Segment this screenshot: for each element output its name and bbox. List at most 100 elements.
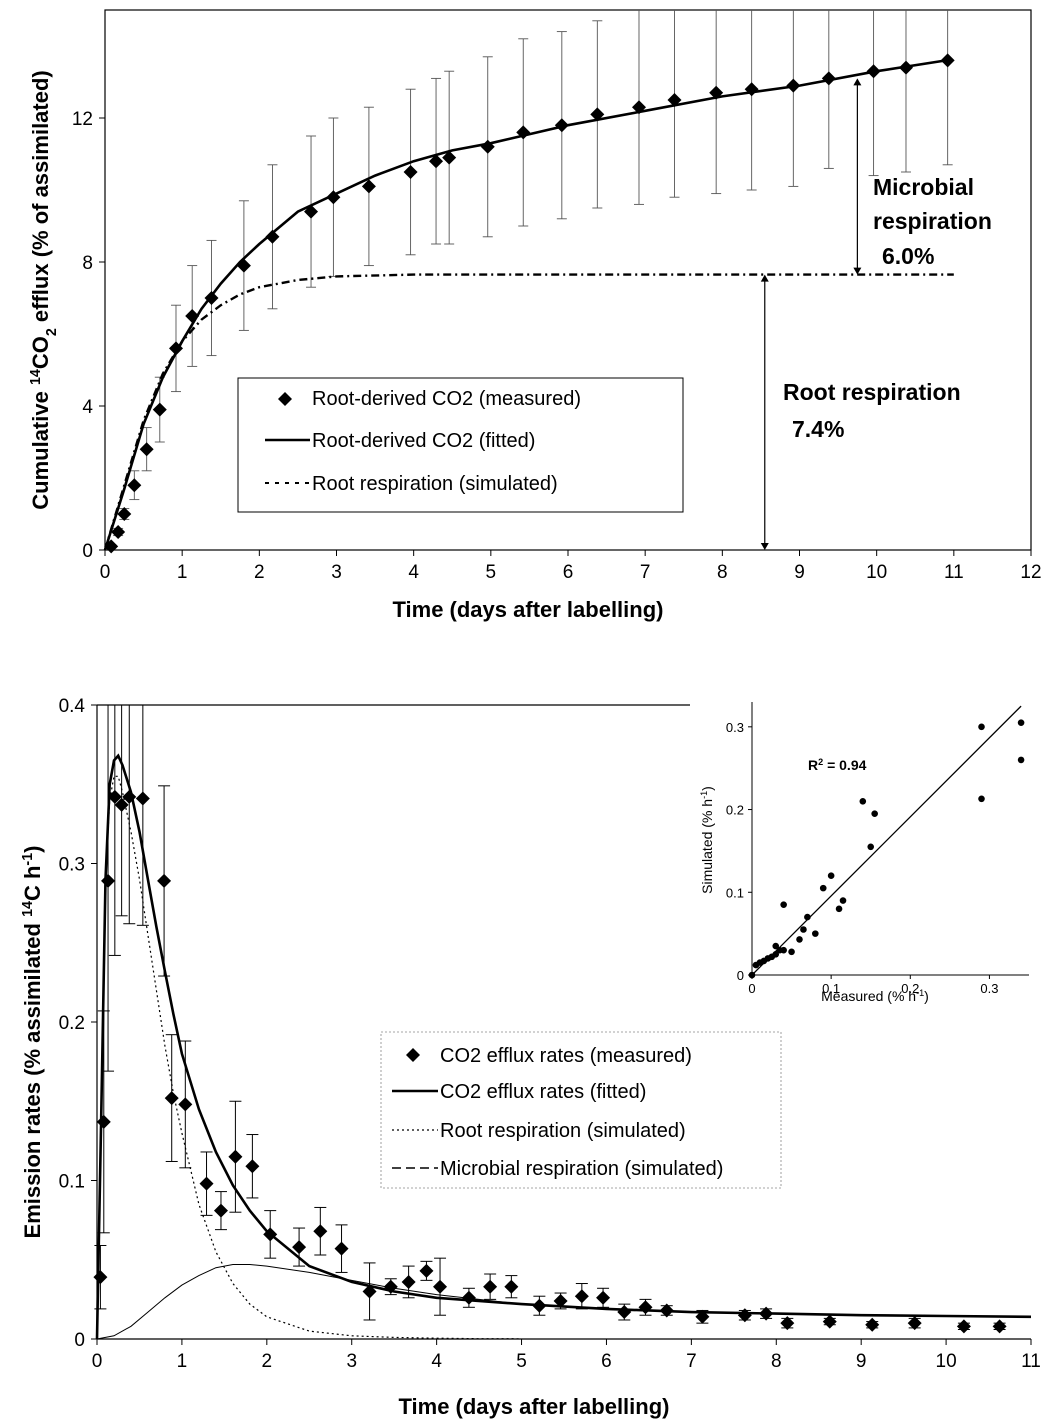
data-point-diamond [96,1114,111,1129]
y-tick-label: 0.2 [59,1013,85,1034]
inset-x-tick-label: 0.3 [980,981,998,996]
y-axis-title-part: efflux (% of assimilated) [28,70,53,328]
data-point-diamond [461,1290,476,1305]
x-axis-title: Time (days after labelling) [392,597,663,622]
y-axis-title-part: 2 [44,328,60,336]
data-point-diamond [127,478,142,493]
y-tick-label: 0.3 [59,855,85,876]
inset-point [819,884,827,892]
x-tick-label: 10 [866,562,887,583]
inset-x-tick-label: 0 [748,981,755,996]
x-tick-label: 3 [346,1351,357,1372]
legend: CO2 efflux rates (measured) CO2 efflux ra… [380,1031,782,1189]
data-point-diamond [554,118,569,133]
data-point-diamond [596,1290,611,1305]
data-point-diamond [429,154,444,169]
inset-point [839,897,847,904]
data-point-diamond [104,539,119,554]
data-point-diamond [101,873,116,888]
data-point-diamond [866,64,881,79]
data-point-diamond [744,82,759,97]
inset-y-axis-title-part: -1 [699,791,709,799]
y-tick-label: 0 [82,541,93,562]
x-tick-label: 3 [331,562,342,583]
data-point-diamond [898,60,913,75]
inset-point [800,926,807,933]
inset-point [827,872,835,880]
inset-point [780,901,787,908]
x-tick-label: 4 [431,1351,442,1372]
inset-point [859,797,867,805]
legend-label: Microbial respiration (simulated) [440,1158,723,1180]
data-point-diamond [822,1314,837,1329]
data-point-diamond [403,165,418,179]
data-point-diamond [419,1263,434,1278]
inset-x-axis-title: Measured (% h-1) [821,988,929,1004]
emission-rates-chart: 0 1 2 3 4 5 6 7 8 9 10 11 0 0.1 0.2 0.3 0.4 Time (days af… [20,696,1041,1419]
x-tick-label: 6 [601,1351,612,1372]
x-tick-label: 0 [100,562,111,583]
data-point-diamond [617,1305,632,1320]
inset-point [1017,719,1025,726]
x-tick-label: 4 [408,562,419,583]
inset-point [978,723,985,731]
x-tick-label: 2 [254,562,265,583]
inset-x-tick-label: 0.1 [822,981,840,996]
x-tick-label: 5 [516,1351,527,1372]
data-point-diamond [292,1240,307,1255]
inset-r2-label: R2 = 0.94 [808,757,867,773]
inset-y-axis-title: Simulated (% h-1) [699,786,715,894]
root-arrow-head-up [760,274,769,282]
data-point-diamond [483,1279,498,1294]
inset-point [772,951,780,958]
data-point-diamond [114,797,129,812]
y-tick-label: 0.1 [59,1172,85,1193]
x-tick-label: 0 [92,1351,103,1372]
data-point-diamond [709,85,724,100]
data-point-diamond [263,1227,278,1242]
inset-x-axis-title-part: ) [924,988,929,1004]
data-point-diamond [631,100,646,115]
legend-box [380,1031,782,1189]
x-axis-title: Time (days after labelling) [398,1394,669,1419]
inset-x-axis-title-part: -1 [916,988,924,998]
data-point-diamond [204,291,219,305]
x-tick-label: 9 [794,562,805,583]
inset-point [780,946,787,954]
inset-point [867,843,875,851]
inset-y-axis-title-part: ) [699,786,715,791]
inset-r2-label-part: 2 [818,757,823,767]
y-axis-title-part: Emission rates (% assimilated [20,917,45,1239]
data-point-diamond [135,791,150,806]
data-point-diamond [992,1319,1007,1334]
inset-y-tick-label: 0.1 [726,885,744,900]
data-point-diamond [590,107,605,122]
x-tick-label: 12 [1020,562,1041,583]
x-tick-label: 9 [856,1351,867,1372]
inset-y-axis-title-part: Simulated (% h [699,799,715,894]
inset-point [748,971,756,979]
y-axis-title-part: -1 [20,853,36,866]
data-point-diamond [553,1293,568,1308]
data-point-diamond [122,789,137,804]
data-point-diamond [362,1284,377,1299]
data-point-diamond [480,139,495,154]
y-tick-label: 8 [82,253,93,274]
legend-box [237,377,684,513]
inset-point [772,942,780,950]
data-point-diamond [737,1308,752,1323]
root-arrow-head-down [760,543,769,550]
y-tick-label: 4 [82,397,93,418]
inset-fit-line [751,705,1022,976]
inset-point [835,905,843,913]
data-point-diamond [107,789,122,804]
inset-r2-label-part: R [808,757,818,773]
y-axis-title: Cumulative 14CO2 efflux (% of assimilate… [28,70,60,510]
data-point-diamond [865,1317,880,1332]
data-point-diamond [304,204,319,219]
data-point-diamond [245,1159,260,1174]
inset-y-tick-label: 0 [737,968,744,983]
data-point-diamond [199,1176,214,1191]
legend-label: Root respiration (simulated) [312,473,558,495]
